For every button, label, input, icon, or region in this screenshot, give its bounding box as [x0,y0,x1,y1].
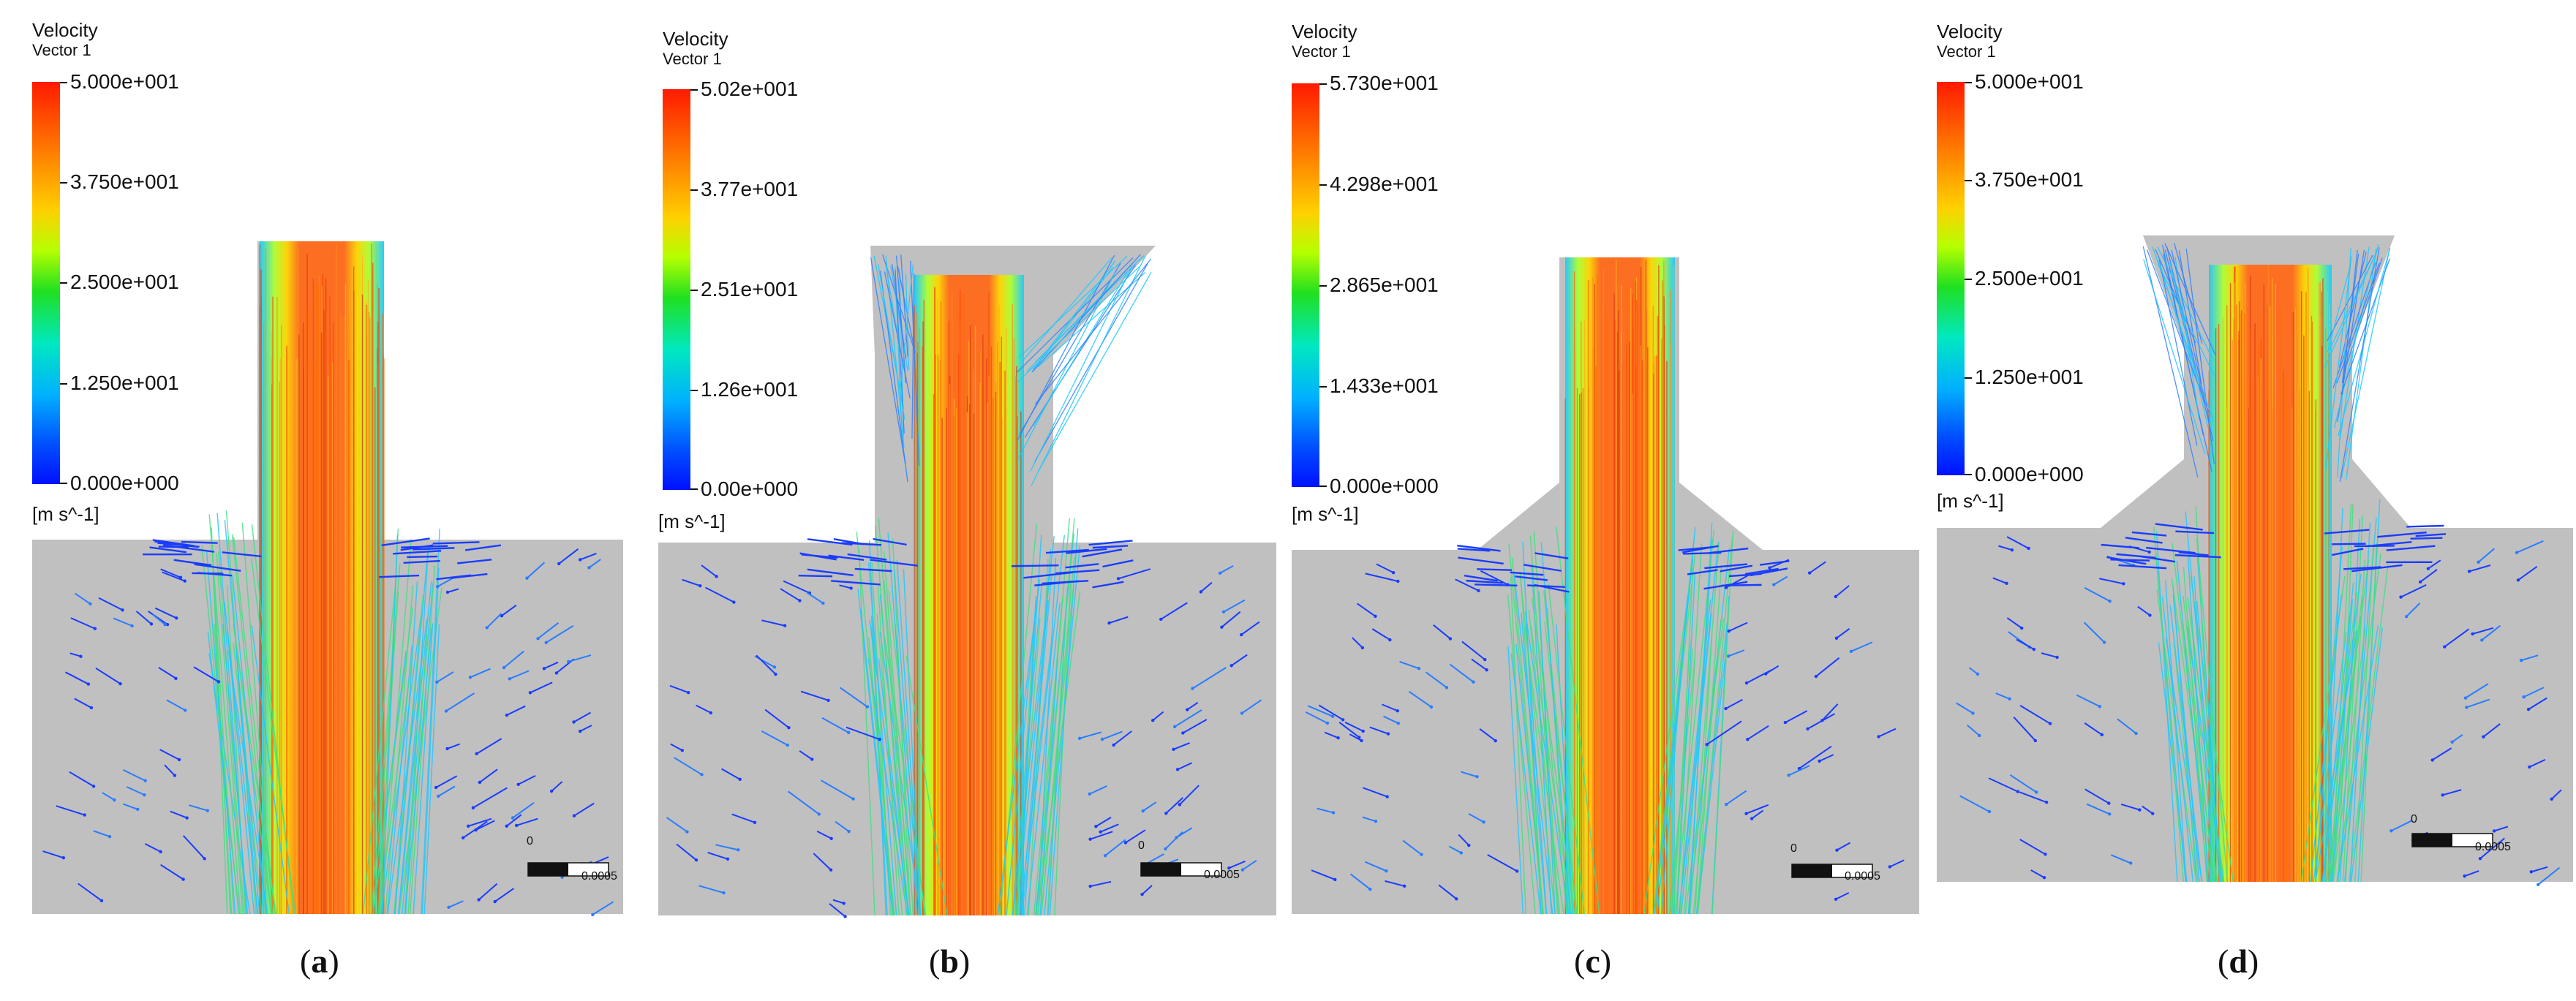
velocity-vector-plot [1937,235,2573,887]
ambient-vectors [42,537,614,917]
scale-bar [2411,833,2493,847]
panel-d: Velocity Vector 1 5.000e+001 3.750e+001 … [1931,0,2576,1001]
tick-label: 2.51e+001 [701,278,799,301]
panel-caption: (b) [929,943,971,980]
tick-label: 2.865e+001 [1330,273,1439,296]
tick-label-min: 0.00e+000 [701,477,799,500]
scale-bar-value: 0.0005 [1204,869,1240,881]
jet-vectors [2142,243,2391,883]
scale-bar [1791,864,1873,878]
tick-label: 1.250e+001 [70,371,179,394]
tick-label-max: 5.000e+001 [70,70,179,93]
legend-title: Velocity [663,28,728,50]
panel-caption: (d) [2218,943,2259,980]
tick-label: 3.750e+001 [70,170,179,193]
color-bar [1937,82,1965,475]
tick-label-max: 5.000e+001 [1975,70,2084,93]
velocity-vector-plot [1292,257,1919,915]
scale-bar-value: 0.0005 [1845,870,1880,883]
tick-label: 4.298e+001 [1330,173,1439,195]
tick-label-max: 5.730e+001 [1330,72,1439,94]
panel-caption: (a) [300,943,339,980]
tick-label: 2.500e+001 [70,271,179,293]
ambient-vectors [1305,544,1905,901]
units-label: [m s^-1] [1937,490,2004,512]
scale-bar-value: 0.0005 [581,870,617,883]
color-bar [663,89,690,490]
tick-label-min: 0.000e+000 [70,472,179,494]
panel-c: Velocity Vector 1 5.730e+001 4.298e+001 … [1287,0,1931,1001]
tick-label: 1.433e+001 [1330,374,1439,397]
panel-b: Velocity Vector 1 5.02e+001 3.77e+001 2.… [644,0,1287,1001]
legend-title: Velocity [1292,20,1357,42]
legend-subtitle: Vector 1 [1292,42,1351,61]
scale-bar-zero: 0 [1138,839,1145,852]
tick-label: 1.250e+001 [1975,366,2084,388]
tick-label-min: 0.000e+000 [1975,463,2084,486]
panel-a: Velocity Vector 1 5.000e+001 3.750e+001 … [0,0,644,1001]
legend-title: Velocity [32,19,98,41]
units-label: [m s^-1] [32,503,99,525]
velocity-vector-plot [658,246,1276,918]
tick-label: 2.500e+001 [1975,267,2084,290]
velocity-vector-plot [32,241,623,917]
jet-vectors [856,254,1152,916]
scale-bar-value: 0.0005 [2475,841,2511,853]
units-label: [m s^-1] [658,510,726,532]
tick-label-max: 5.02e+001 [701,78,799,100]
legend-subtitle: Vector 1 [1937,42,1996,61]
jet-vectors [1507,257,1734,915]
scale-bar-zero: 0 [527,835,533,847]
jet-vectors [201,241,442,915]
legend-title: Velocity [1937,20,2003,42]
panel-caption: (c) [1574,943,1612,980]
color-bar [32,82,60,484]
tick-label: 3.750e+001 [1975,168,2084,191]
scale-bar-zero: 0 [1790,842,1797,855]
tick-label: 3.77e+001 [701,178,799,200]
scale-bar-zero: 0 [2411,813,2417,826]
tick-label-min: 0.000e+000 [1330,475,1439,497]
ambient-vectors [666,537,1262,918]
tick-label: 1.26e+001 [701,378,799,401]
scale-bar [527,862,609,877]
units-label: [m s^-1] [1292,503,1359,525]
legend-subtitle: Vector 1 [32,41,91,59]
scale-bar [1140,862,1222,877]
legend-subtitle: Vector 1 [663,50,722,68]
color-bar [1292,83,1319,487]
